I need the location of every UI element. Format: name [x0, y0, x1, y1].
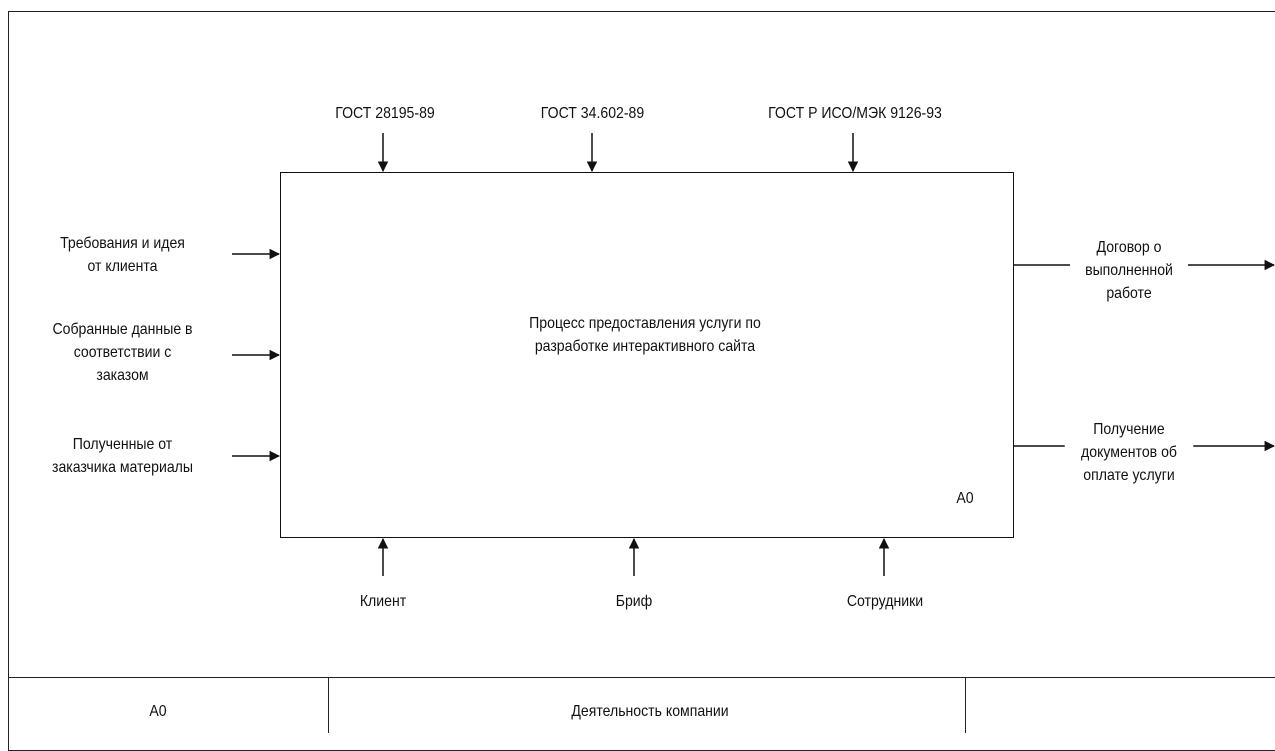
- output-label-line: оплате услуги: [1083, 467, 1175, 484]
- input-label-line: заказом: [96, 367, 149, 384]
- process-node-id: A0: [956, 490, 974, 507]
- input-label-line: заказчика материалы: [51, 459, 194, 476]
- input-label-line: Полученные от: [72, 436, 173, 453]
- footer-title: Деятельность компании: [571, 703, 729, 720]
- input-label-line: соответствии с: [73, 344, 172, 361]
- input-label-line: от клиента: [87, 258, 158, 275]
- output-label: Договор о выполненной работе: [1070, 236, 1188, 305]
- output-label-line: работе: [1106, 285, 1152, 302]
- output-label-line: Договор о: [1096, 239, 1162, 256]
- output-label-line: выполненной: [1085, 262, 1173, 279]
- control-label: ГОСТ Р ИСО/МЭК 9126-93: [768, 105, 942, 122]
- control-label: ГОСТ 28195-89: [335, 105, 435, 122]
- footer-separator-1: [328, 677, 329, 733]
- output-label-line: Получение: [1093, 421, 1165, 438]
- process-label-line: разработке интерактивного сайта: [534, 338, 756, 355]
- mechanism-label: Клиент: [359, 593, 407, 610]
- process-label-line: Процесс предоставления услуги по: [529, 315, 761, 332]
- footer-separator-2: [965, 677, 966, 733]
- mechanism-label: Сотрудники: [846, 593, 924, 610]
- input-label: Полученные от заказчика материалы: [19, 433, 226, 479]
- input-label: Требования и идея от клиента: [32, 232, 212, 278]
- process-box[interactable]: [280, 172, 1014, 538]
- input-label: Собранные данные в соответствии с заказо…: [32, 318, 212, 387]
- process-label: Процесс предоставления услуги по разрабо…: [478, 312, 812, 358]
- control-label: ГОСТ 34.602-89: [540, 105, 645, 122]
- footer-node: A0: [149, 703, 167, 720]
- output-label-line: документов об: [1081, 444, 1177, 461]
- footer-divider: [8, 677, 1275, 678]
- input-label-line: Собранные данные в: [52, 321, 193, 338]
- output-label: Получение документов об оплате услуги: [1064, 418, 1194, 487]
- mechanism-label: Бриф: [615, 593, 653, 610]
- input-label-line: Требования и идея: [60, 235, 185, 252]
